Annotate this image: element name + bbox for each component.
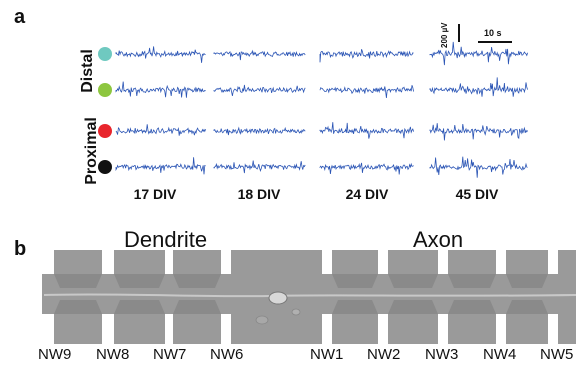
electrode-dot-cyan [98, 47, 112, 61]
sem-micrograph [42, 250, 577, 344]
trace-row1-col1 [115, 46, 206, 63]
panel-b-label: b [14, 238, 27, 260]
scale-bar-vertical [458, 24, 460, 42]
dendrite-label: Dendrite [124, 227, 208, 252]
trace-row2-col2 [213, 84, 306, 96]
nw-label-nw8: NW8 [96, 346, 130, 363]
trace-row1-col2 [213, 49, 306, 61]
trace-row1-col3 [319, 49, 414, 63]
electrode-dot-green [98, 83, 112, 97]
trace-row4-col2 [213, 160, 306, 174]
nw-label-nw6: NW6 [210, 346, 244, 363]
panel-a-label: a [14, 6, 26, 28]
column-label-18div: 18 DIV [237, 186, 281, 202]
trace-row4-col4 [429, 156, 528, 178]
recording-traces [115, 41, 528, 178]
trace-row2-col3 [319, 85, 414, 99]
scale-voltage-label: 200 µV [440, 22, 449, 48]
axon-label: Axon [413, 227, 464, 252]
column-label-24div: 24 DIV [345, 186, 389, 202]
trace-row2-col4 [429, 77, 528, 97]
trace-row1-col4 [429, 41, 528, 66]
nw-label-nw7: NW7 [153, 346, 187, 363]
trace-row2-col1 [115, 81, 206, 98]
nw-label-nw9: NW9 [38, 346, 72, 363]
column-label-45div: 45 DIV [455, 186, 499, 202]
nw-label-nw4: NW4 [483, 346, 517, 363]
trace-row4-col3 [319, 162, 414, 175]
trace-row3-col3 [319, 122, 414, 139]
trace-row3-col2 [213, 126, 306, 136]
nw-label-nw1: NW1 [310, 346, 344, 363]
trace-row3-col1 [115, 124, 206, 136]
trace-row4-col1 [115, 157, 206, 175]
electrode-dot-black [98, 160, 112, 174]
nw-label-nw2: NW2 [367, 346, 401, 363]
scale-bar-horizontal [478, 41, 512, 43]
electrode-dot-red [98, 124, 112, 138]
trace-row3-col4 [429, 123, 528, 141]
nw-label-nw5: NW5 [540, 346, 574, 363]
column-label-17div: 17 DIV [133, 186, 177, 202]
nw-label-nw3: NW3 [425, 346, 459, 363]
scale-time-label: 10 s [484, 28, 502, 38]
